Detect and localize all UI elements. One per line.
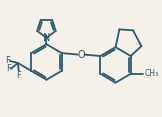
Text: F: F <box>5 57 10 66</box>
Text: CH₃: CH₃ <box>144 69 158 78</box>
Text: N: N <box>43 33 50 43</box>
Text: F: F <box>6 64 11 73</box>
Text: O: O <box>77 49 85 60</box>
Text: F: F <box>16 71 21 80</box>
